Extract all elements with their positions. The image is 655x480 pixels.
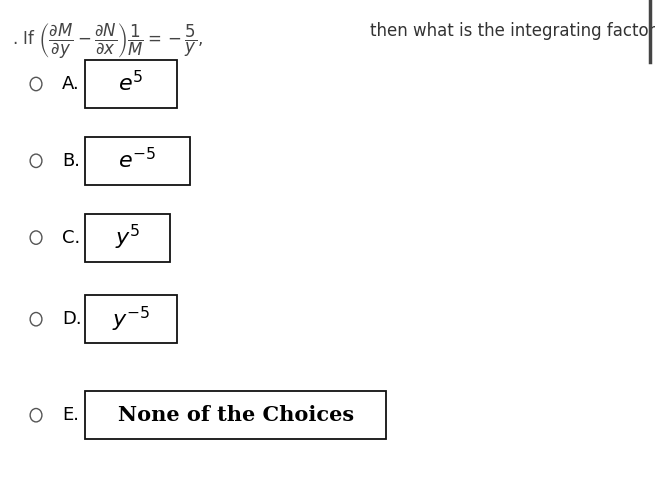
FancyBboxPatch shape bbox=[85, 295, 177, 343]
Text: C.: C. bbox=[62, 228, 81, 247]
Text: B.: B. bbox=[62, 152, 80, 170]
Text: . If $\left(\dfrac{\partial M}{\partial y} - \dfrac{\partial N}{\partial x}\righ: . If $\left(\dfrac{\partial M}{\partial … bbox=[12, 22, 203, 61]
Text: None of the Choices: None of the Choices bbox=[118, 405, 354, 425]
Text: A.: A. bbox=[62, 75, 80, 93]
Text: $e^5$: $e^5$ bbox=[119, 72, 143, 96]
FancyBboxPatch shape bbox=[85, 60, 177, 108]
Text: D.: D. bbox=[62, 310, 82, 328]
Text: $e^{-5}$: $e^{-5}$ bbox=[119, 148, 157, 173]
FancyBboxPatch shape bbox=[85, 137, 190, 185]
FancyBboxPatch shape bbox=[85, 214, 170, 262]
Text: then what is the integrating factor?: then what is the integrating factor? bbox=[370, 22, 655, 40]
Text: $y^5$: $y^5$ bbox=[115, 223, 140, 252]
FancyBboxPatch shape bbox=[85, 391, 386, 439]
Text: $y^{-5}$: $y^{-5}$ bbox=[112, 305, 150, 334]
Text: E.: E. bbox=[62, 406, 79, 424]
